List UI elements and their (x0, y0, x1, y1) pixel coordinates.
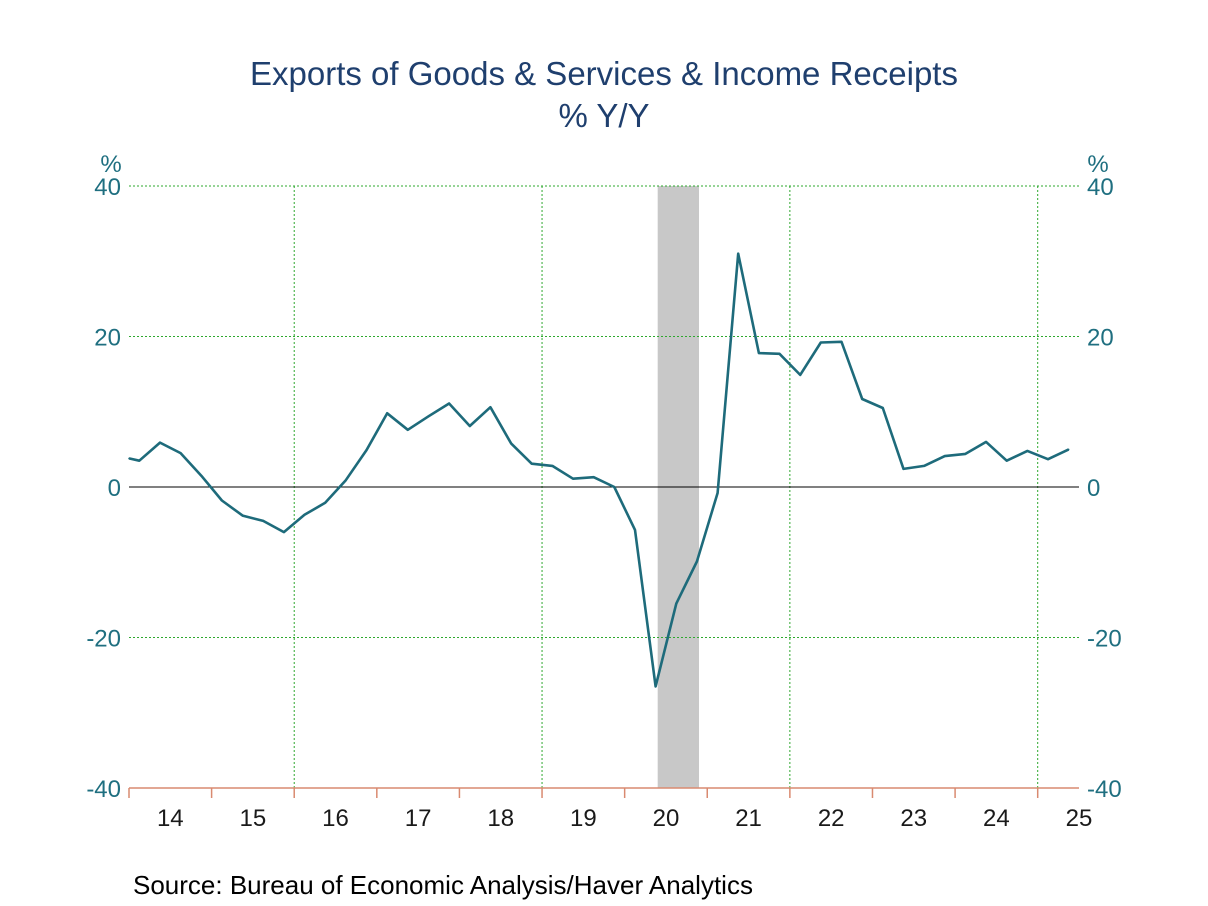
data-point (468, 425, 471, 427)
data-point (696, 560, 698, 563)
x-tick-label: 22 (818, 805, 845, 832)
y-tick-label-left: 40 (94, 174, 121, 201)
data-point (634, 529, 636, 531)
data-point (1047, 458, 1049, 460)
x-tick-label: 18 (487, 805, 514, 832)
y-tick-label-left: -40 (86, 776, 121, 803)
x-tick-label: 14 (157, 805, 184, 832)
data-point (510, 442, 512, 445)
data-point (179, 452, 182, 454)
data-point (303, 514, 306, 516)
x-tick-label: 23 (900, 805, 927, 832)
chart-title: Exports of Goods & Services & Income Rec… (250, 55, 958, 92)
data-point (241, 514, 244, 517)
data-point (778, 353, 781, 355)
data-point (675, 602, 678, 605)
data-point (200, 474, 203, 477)
y-tick-label-right: 20 (1087, 325, 1114, 352)
y-tick-label-left: 20 (94, 325, 121, 352)
data-point (262, 520, 265, 522)
x-tick-label: 17 (405, 805, 432, 832)
data-point (882, 407, 884, 409)
data-point (923, 465, 925, 467)
y-tick-label-right: 0 (1087, 475, 1100, 502)
y-tick-label-left: -20 (86, 626, 121, 653)
data-point (985, 441, 987, 443)
data-point (427, 415, 430, 418)
data-point (365, 449, 368, 451)
data-point (902, 468, 905, 470)
source-note: Source: Bureau of Economic Analysis/Have… (133, 870, 753, 900)
data-point (820, 341, 822, 344)
x-tick-label: 19 (570, 805, 597, 832)
x-tick-label: 24 (983, 805, 1010, 832)
data-point (1005, 459, 1008, 462)
data-point (128, 457, 130, 460)
data-point (489, 406, 492, 409)
data-point (221, 499, 223, 502)
data-point (654, 685, 657, 688)
data-point (530, 462, 533, 465)
y-tick-label-right: -40 (1087, 776, 1122, 803)
data-point (716, 492, 719, 494)
data-point (572, 477, 574, 480)
data-point (448, 402, 450, 405)
x-tick-label: 16 (322, 805, 349, 832)
y-tick-label-right: -20 (1087, 626, 1122, 653)
y-tick-label-right: 40 (1087, 174, 1114, 201)
data-point (737, 252, 740, 255)
data-point (324, 502, 326, 504)
data-point (861, 398, 863, 400)
data-point (345, 479, 347, 482)
x-tick-label: 15 (240, 805, 267, 832)
right-axis-unit: % (1087, 151, 1108, 178)
data-point (840, 340, 843, 343)
chart-subtitle: % Y/Y (558, 97, 649, 134)
data-point (138, 459, 141, 462)
data-point (758, 352, 760, 354)
data-point (799, 374, 801, 376)
data-point (613, 486, 616, 488)
data-point (159, 441, 161, 444)
data-point (551, 465, 554, 467)
data-point (943, 455, 946, 457)
x-tick-label: 21 (735, 805, 762, 832)
data-point (283, 531, 285, 533)
data-point (407, 429, 409, 431)
data-point (386, 412, 388, 415)
x-tick-label: 20 (653, 805, 680, 832)
x-tick-label: 25 (1066, 805, 1093, 832)
data-point (964, 453, 967, 455)
data-point (1067, 448, 1070, 451)
data-point (1026, 450, 1029, 452)
series-line (128, 252, 1070, 688)
data-point (592, 476, 595, 479)
y-tick-label-left: 0 (108, 475, 121, 502)
left-axis-unit: % (100, 151, 121, 178)
